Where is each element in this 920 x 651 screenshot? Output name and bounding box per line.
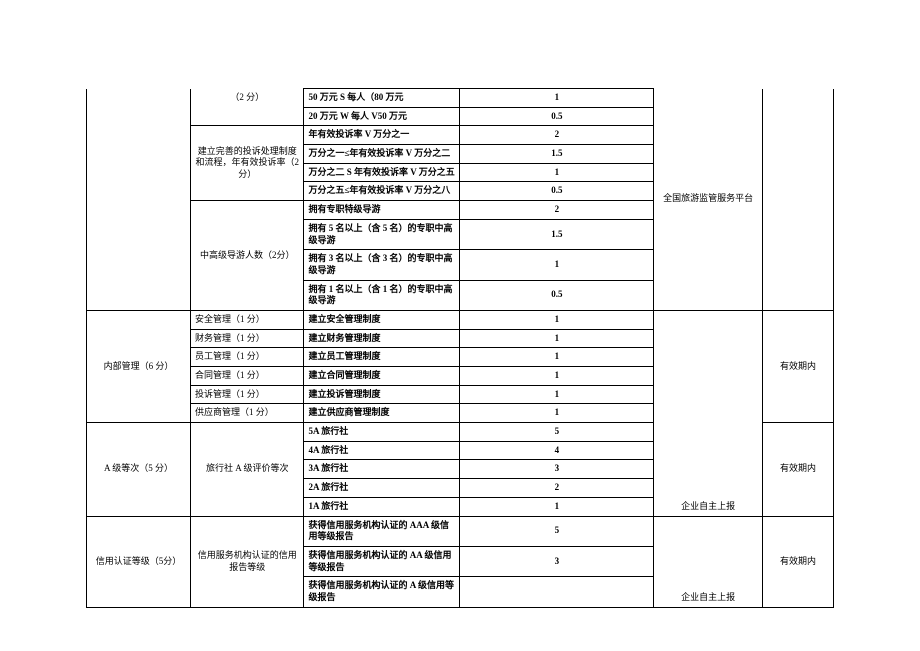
cell-r7c3: 拥有专职特级导游	[304, 201, 460, 220]
cell-r15c3: 建立投诉管理制度	[304, 385, 460, 404]
cell-r2c3: 20 万元 W 每人 V50 万元	[304, 107, 460, 126]
cell-r8c3: 拥有 5 名以上（含 5 名）的专职中高级导游	[304, 219, 460, 249]
cell-r17c3: 5A 旅行社	[304, 423, 460, 442]
cell-r15c4: 1	[460, 385, 654, 404]
cell-r13c3: 建立员工管理制度	[304, 348, 460, 367]
cell-r18c3: 4A 旅行社	[304, 441, 460, 460]
cell-r12c3: 建立财务管理制度	[304, 329, 460, 348]
cell-r4c3: 万分之一≤年有效投诉率 V 万分之二	[304, 145, 460, 164]
cell-r21c4: 1	[460, 497, 654, 516]
cell-r1c3: 50 万元 S 每人（80 万元	[304, 89, 460, 108]
cell-a-level: A 级等次（5 分）	[87, 423, 191, 516]
cell-r16c3: 建立供应商管理制度	[304, 404, 460, 423]
cell-r17c2: 旅行社 A 级评价等次	[191, 423, 304, 516]
cell-r15c2: 投诉管理（1 分）	[191, 385, 304, 404]
cell-r3c4: 2	[460, 126, 654, 145]
cell-r17c4: 5	[460, 423, 654, 442]
cell-r16c4: 1	[460, 404, 654, 423]
cell-r22c4: 5	[460, 516, 654, 546]
cell-guide-header: 中高级导游人数（2分）	[191, 201, 304, 311]
cell-r12c2: 财务管理（1 分）	[191, 329, 304, 348]
cell-cat-blank	[87, 89, 191, 311]
cell-r19c3: 3A 旅行社	[304, 460, 460, 479]
cell-r6c4: 0.5	[460, 182, 654, 201]
cell-r2c4: 0.5	[460, 107, 654, 126]
cell-r21c3: 1A 旅行社	[304, 497, 460, 516]
cell-r3c3: 年有效投诉率 V 万分之一	[304, 126, 460, 145]
cell-r23c3: 获得信用服务机构认证的 AA 级信用等级报告	[304, 546, 460, 576]
cell-r11c4: 1	[460, 310, 654, 329]
cell-r14c4: 1	[460, 367, 654, 386]
cell-r1c4: 1	[460, 89, 654, 108]
cell-source-self-2: 企业自主上报	[654, 516, 763, 607]
cell-r11c3: 建立安全管理制度	[304, 310, 460, 329]
cell-r8c4: 1.5	[460, 219, 654, 249]
cell-r4c4: 1.5	[460, 145, 654, 164]
cell-r12c4: 1	[460, 329, 654, 348]
cell-valid-3: 有效期内	[763, 516, 834, 607]
cell-source-self: 企业自主上报	[654, 310, 763, 516]
cell-complaint-header: 建立完善的投诉处理制度和流程，年有效投诉率（2 分）	[191, 126, 304, 201]
cell-r24c3: 获得信用服务机构认证的 A 级信用等级报告	[304, 577, 460, 607]
cell-r22c2: 信用服务机构认证的信用报告等级	[191, 516, 304, 607]
cell-valid-2: 有效期内	[763, 423, 834, 516]
cell-r13c4: 1	[460, 348, 654, 367]
cell-r10c4: 0.5	[460, 280, 654, 310]
cell-r9c4: 1	[460, 250, 654, 280]
cell-r5c3: 万分之二 S 年有效投诉率 V 万分之五	[304, 163, 460, 182]
cell-r18c4: 4	[460, 441, 654, 460]
cell-credit-level: 信用认证等级（5分）	[87, 516, 191, 607]
cell-r5c4: 1	[460, 163, 654, 182]
cell-sub-2fen: （2 分）	[191, 89, 304, 126]
cell-source-platform: 全国旅游监管服务平台	[654, 89, 763, 311]
cell-r20c3: 2A 旅行社	[304, 479, 460, 498]
cell-r20c4: 2	[460, 479, 654, 498]
cell-r22c3: 获得信用服务机构认证的 AAA 级信用等级报告	[304, 516, 460, 546]
cell-r11c2: 安全管理（1 分）	[191, 310, 304, 329]
cell-r6c3: 万分之五≤年有效投诉率 V 万分之八	[304, 182, 460, 201]
cell-r19c4: 3	[460, 460, 654, 479]
cell-r14c3: 建立合同管理制度	[304, 367, 460, 386]
cell-r9c3: 拥有 3 名以上（含 3 名）的专职中高级导游	[304, 250, 460, 280]
cell-r13c2: 员工管理（1 分）	[191, 348, 304, 367]
cell-r14c2: 合同管理（1 分）	[191, 367, 304, 386]
scoring-table: （2 分） 50 万元 S 每人（80 万元 1 全国旅游监管服务平台 20 万…	[86, 88, 834, 608]
cell-r10c3: 拥有 1 名以上（含 1 名）的专职中高级导游	[304, 280, 460, 310]
cell-valid-blank	[763, 89, 834, 311]
cell-valid-1: 有效期内	[763, 310, 834, 422]
cell-internal-mgmt: 内部管理（6 分）	[87, 310, 191, 422]
cell-r7c4: 2	[460, 201, 654, 220]
cell-r24c4	[460, 577, 654, 607]
cell-r16c2: 供应商管理（1 分）	[191, 404, 304, 423]
cell-r23c4: 3	[460, 546, 654, 576]
